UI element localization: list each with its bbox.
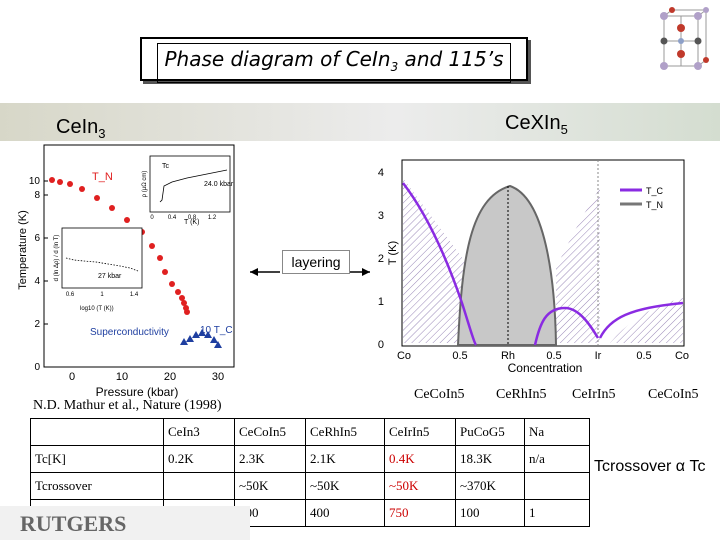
citation: N.D. Mathur et al., Nature (1998) (33, 398, 222, 413)
hatched-left (403, 178, 470, 343)
table-header-row: CeIn3 CeCoIn5 CeRhIn5 CeIrIn5 PuCoG5 Na (30, 418, 590, 446)
y-tick-6: 6 (34, 233, 40, 244)
svg-text:3: 3 (378, 210, 384, 222)
crystal-structure-icon (660, 7, 709, 70)
y-tick-10: 10 (29, 176, 41, 187)
svg-text:0.5: 0.5 (546, 350, 561, 362)
layering-label: layering (282, 250, 350, 274)
svg-text:2: 2 (378, 253, 384, 265)
svg-text:0.8: 0.8 (188, 215, 197, 221)
svg-text:0.4: 0.4 (168, 215, 177, 221)
hatched-middle (556, 188, 600, 343)
svg-text:1: 1 (100, 292, 104, 298)
svg-text:4: 4 (378, 167, 384, 179)
inset-resistivity (149, 155, 231, 213)
compound-label-1: CeCoIn5 (414, 387, 465, 402)
tc-curve-left (402, 182, 478, 346)
tn-dome (456, 184, 558, 346)
table-row: Tc[K] 0.2K 2.3K 2.1K 0.4K 18.3K n/a (30, 445, 590, 473)
inset1-xlabel: T (K) (184, 219, 199, 226)
y-tick-8: 8 (34, 190, 40, 201)
svg-text:Co: Co (397, 350, 411, 362)
title-suffix: and 115’s (398, 47, 504, 71)
svg-text:Rh: Rh (501, 350, 515, 362)
crossover-relation: Tcrossover α Tc (594, 458, 706, 475)
cein3-label: CeIn3 (56, 116, 106, 141)
svg-text:Ir: Ir (595, 350, 602, 362)
svg-text:0.5: 0.5 (636, 350, 651, 362)
hatched-right (610, 298, 683, 343)
inset1-tc: Tc (162, 163, 170, 170)
svg-text:0.5: 0.5 (452, 350, 467, 362)
compound-label-3: CeIrIn5 (572, 387, 616, 402)
legend-tc: T_C (646, 186, 664, 196)
rutgers-logo: RUTGERS (0, 506, 250, 540)
tc-curve-right (598, 301, 684, 339)
x-axis-label: Pressure (kbar) (96, 385, 179, 399)
x-tick-30: 30 (212, 371, 224, 383)
svg-text:1.4: 1.4 (130, 292, 139, 298)
tc-points (180, 329, 222, 348)
tn-label: T_N (92, 171, 113, 183)
inset1-ann: 24.0 kbar (204, 181, 234, 188)
table-row: Tcrossover ~50K ~50K ~50K ~370K (30, 472, 590, 500)
inset1-ylabel: ρ (μΩ cm) (142, 171, 148, 198)
right-x-label: Concentration (508, 361, 583, 375)
y-tick-0: 0 (34, 362, 40, 373)
y-tick-4: 4 (34, 276, 40, 287)
cexin5-label: CeXIn5 (505, 112, 568, 137)
x-tick-20: 20 (164, 371, 176, 383)
svg-text:Co: Co (675, 350, 689, 362)
svg-text:0.6: 0.6 (66, 292, 75, 298)
layering-arrows (250, 268, 370, 276)
y-tick-2: 2 (34, 319, 40, 330)
inset2-ann: 27 kbar (98, 273, 122, 280)
svg-text:1.2: 1.2 (208, 215, 217, 221)
svg-text:1: 1 (378, 296, 384, 308)
x-tick-10: 10 (116, 371, 128, 383)
sc-label: Superconductivity (90, 327, 169, 338)
inset-log-derivative (61, 227, 143, 289)
cein3-phase-diagram: 0 2 4 6 8 10 0 10 20 30 Pressure (kbar) … (17, 144, 235, 399)
slide-title: Phase diagram of CeIn3 and 115’s (140, 37, 528, 83)
header-band (0, 103, 720, 141)
tc-curve-middle (533, 306, 600, 346)
tc-label: 10 T_C (200, 325, 233, 336)
svg-text:RUTGERS: RUTGERS (20, 511, 126, 536)
x-tick-0: 0 (69, 371, 75, 383)
title-sub: 3 (390, 60, 399, 74)
y-axis-label: Temperature (K) (17, 210, 29, 289)
svg-text:0: 0 (150, 215, 154, 221)
compound-label-4: CeCoIn5 (648, 387, 699, 402)
inset2-ylabel: d (ln Δρ) / d (ln T) (54, 235, 60, 282)
right-y-label: T (K) (387, 241, 399, 265)
legend-tn: T_N (646, 200, 663, 210)
cexin5-phase-diagram: T_C T_N 0 1 2 3 4 T (K) Co 0.5 Rh 0.5 Ir… (378, 159, 689, 375)
svg-text:0: 0 (378, 339, 384, 351)
inset2-xlabel: log10 (T (K)) (80, 306, 114, 312)
title-prefix: Phase diagram of CeIn (164, 47, 391, 71)
compound-label-2: CeRhIn5 (496, 387, 547, 402)
